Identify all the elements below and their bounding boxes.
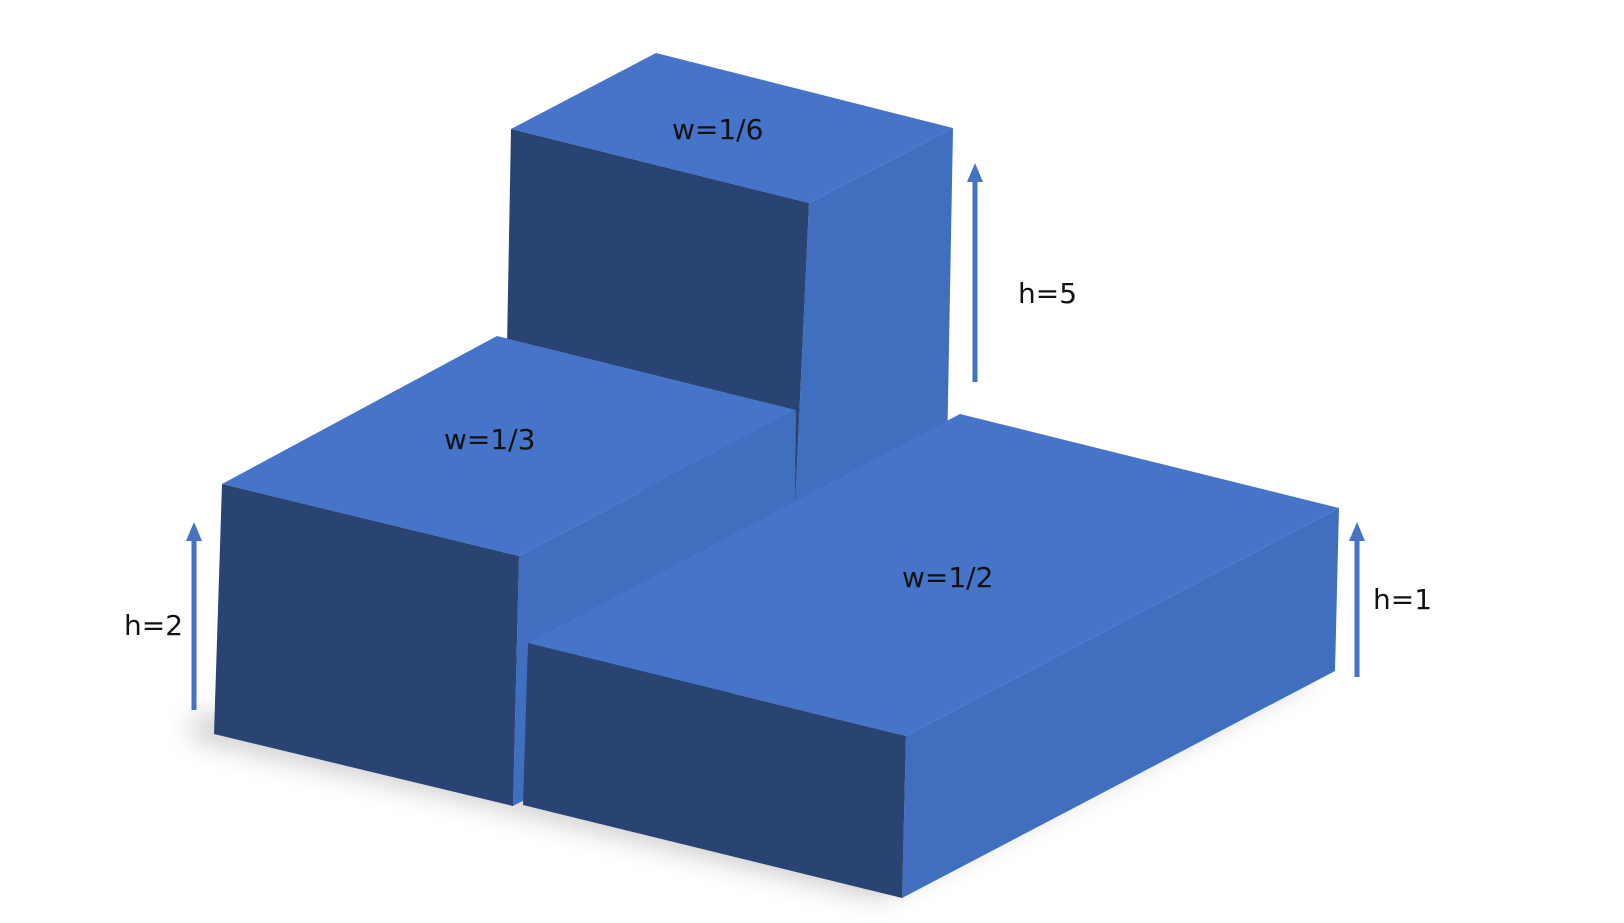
arrow-up-icon [186, 522, 202, 710]
block-right-top-face [528, 414, 1339, 736]
block-right [523, 414, 1339, 898]
block-right-front-face [523, 643, 906, 898]
label-width-right: w=1/2 [902, 561, 993, 594]
block-right-side-face [902, 508, 1339, 898]
block-left-front-face [214, 484, 519, 806]
label-height-tall: h=5 [1018, 277, 1077, 310]
arrow-up-icon [1349, 522, 1365, 677]
block-left-top-face [222, 336, 796, 556]
label-height-left: h=2 [124, 609, 183, 642]
label-width-left: w=1/3 [444, 423, 535, 456]
block-tall-side-face [794, 128, 953, 530]
arrow-up-icon [967, 163, 983, 382]
label-width-tall: w=1/6 [672, 113, 763, 146]
block-tall-top-face [511, 53, 953, 203]
label-height-right: h=1 [1373, 583, 1432, 616]
